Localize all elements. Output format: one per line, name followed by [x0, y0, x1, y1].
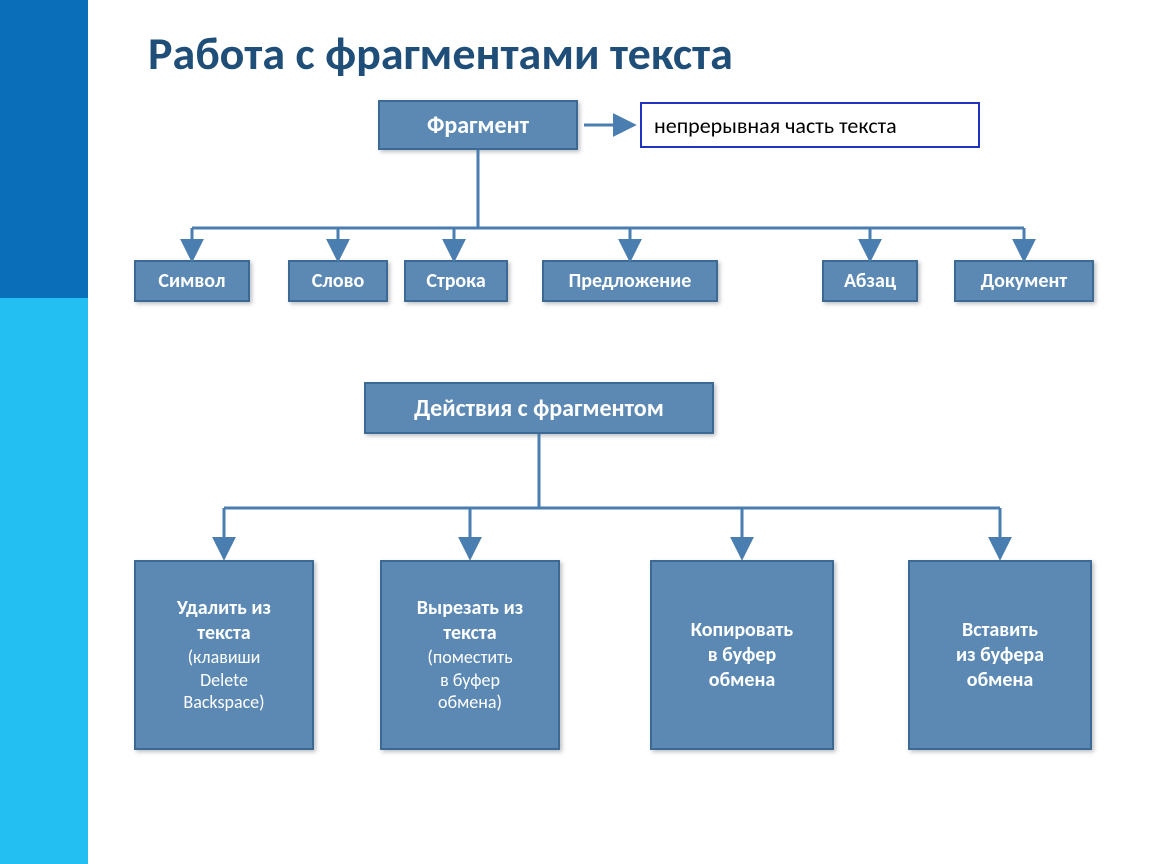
fragment-type-3: Предложение	[542, 260, 718, 302]
action-2: Копироватьв буферобмена	[650, 560, 834, 750]
action-main-1: Вырезать изтекста	[417, 596, 523, 646]
action-0: Удалить изтекста(клавишиDeleteBackspace)	[134, 560, 314, 750]
page-title: Работа с фрагментами текста	[148, 26, 733, 82]
action-main-2: Копироватьв буферобмена	[691, 618, 793, 693]
action-sub-1: (поместитьв буферобмена)	[427, 646, 512, 714]
action-sub-0: (клавишиDeleteBackspace)	[183, 646, 264, 714]
fragment-definition: непрерывная часть текста	[640, 102, 980, 148]
fragment-type-4: Абзац	[822, 260, 918, 302]
fragment-type-5: Документ	[954, 260, 1094, 302]
action-main-0: Удалить изтекста	[177, 596, 271, 646]
fragment-type-1: Слово	[288, 260, 388, 302]
actions-header: Действия с фрагментом	[364, 382, 714, 434]
fragment-type-2: Строка	[404, 260, 508, 302]
sidebar-bottom	[0, 298, 88, 864]
sidebar-top	[0, 0, 88, 298]
action-1: Вырезать изтекста(поместитьв буферобмена…	[380, 560, 560, 750]
action-main-3: Вставитьиз буфераобмена	[956, 618, 1044, 693]
action-3: Вставитьиз буфераобмена	[908, 560, 1092, 750]
fragment-type-0: Символ	[134, 260, 250, 302]
fragment-node: Фрагмент	[378, 100, 578, 150]
